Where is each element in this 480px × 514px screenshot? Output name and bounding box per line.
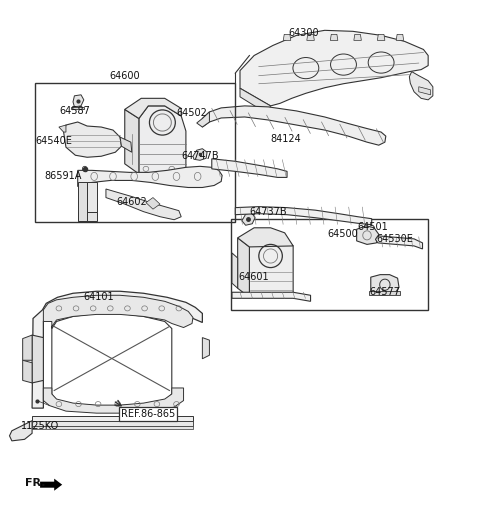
Polygon shape [78,167,222,188]
Text: 64601: 64601 [239,272,269,282]
Polygon shape [43,388,183,413]
Polygon shape [203,106,386,145]
Polygon shape [409,71,433,100]
Text: 84124: 84124 [271,134,301,143]
Polygon shape [52,314,172,406]
Polygon shape [240,88,271,111]
Polygon shape [43,295,193,328]
Polygon shape [120,137,132,152]
Polygon shape [357,226,379,244]
Text: 64747B: 64747B [181,151,219,161]
Polygon shape [330,34,338,41]
Text: 1125KO: 1125KO [21,421,59,431]
Polygon shape [375,236,422,249]
Polygon shape [369,291,400,295]
Text: 64737B: 64737B [250,207,287,217]
Text: 64600: 64600 [109,70,140,81]
Polygon shape [283,34,291,41]
Polygon shape [242,213,255,225]
Text: 64587: 64587 [59,106,90,116]
Polygon shape [212,159,287,177]
Text: 64602: 64602 [117,196,147,207]
Polygon shape [240,30,428,106]
Polygon shape [59,125,66,132]
Text: 64500: 64500 [327,229,358,240]
Polygon shape [238,228,293,247]
Polygon shape [250,234,293,297]
Polygon shape [197,112,209,127]
Text: 64577: 64577 [370,287,400,297]
Polygon shape [232,292,311,301]
Polygon shape [377,34,385,41]
Polygon shape [232,253,238,288]
Polygon shape [139,106,186,174]
Polygon shape [10,420,32,441]
Polygon shape [419,87,431,95]
Polygon shape [63,122,121,157]
Polygon shape [203,338,209,359]
Polygon shape [32,416,193,420]
Polygon shape [87,182,96,212]
Polygon shape [78,182,87,221]
Polygon shape [371,274,399,295]
Polygon shape [125,98,181,118]
Polygon shape [307,34,314,41]
Polygon shape [32,426,193,429]
Polygon shape [32,420,193,426]
Text: 64540E: 64540E [36,136,72,146]
Polygon shape [23,335,32,360]
Text: 64300: 64300 [288,28,319,38]
Text: 64501: 64501 [358,222,388,232]
Polygon shape [32,335,43,383]
Bar [230,219,428,310]
Polygon shape [354,34,361,41]
Polygon shape [238,238,250,297]
Polygon shape [78,212,96,221]
Text: FR.: FR. [24,478,45,488]
Polygon shape [396,34,404,41]
Polygon shape [235,207,372,225]
Polygon shape [23,360,32,383]
Polygon shape [106,189,181,219]
Text: 64530E: 64530E [376,234,413,244]
Polygon shape [71,107,84,109]
Polygon shape [73,95,84,107]
Polygon shape [40,479,62,491]
Bar [36,83,235,222]
Text: 64101: 64101 [84,292,114,302]
Text: 86591A: 86591A [45,171,82,181]
Text: 64502: 64502 [177,108,207,118]
Polygon shape [146,197,160,209]
Polygon shape [32,291,203,408]
Text: REF.86-865: REF.86-865 [121,409,175,419]
Polygon shape [125,109,139,174]
Polygon shape [193,149,207,160]
